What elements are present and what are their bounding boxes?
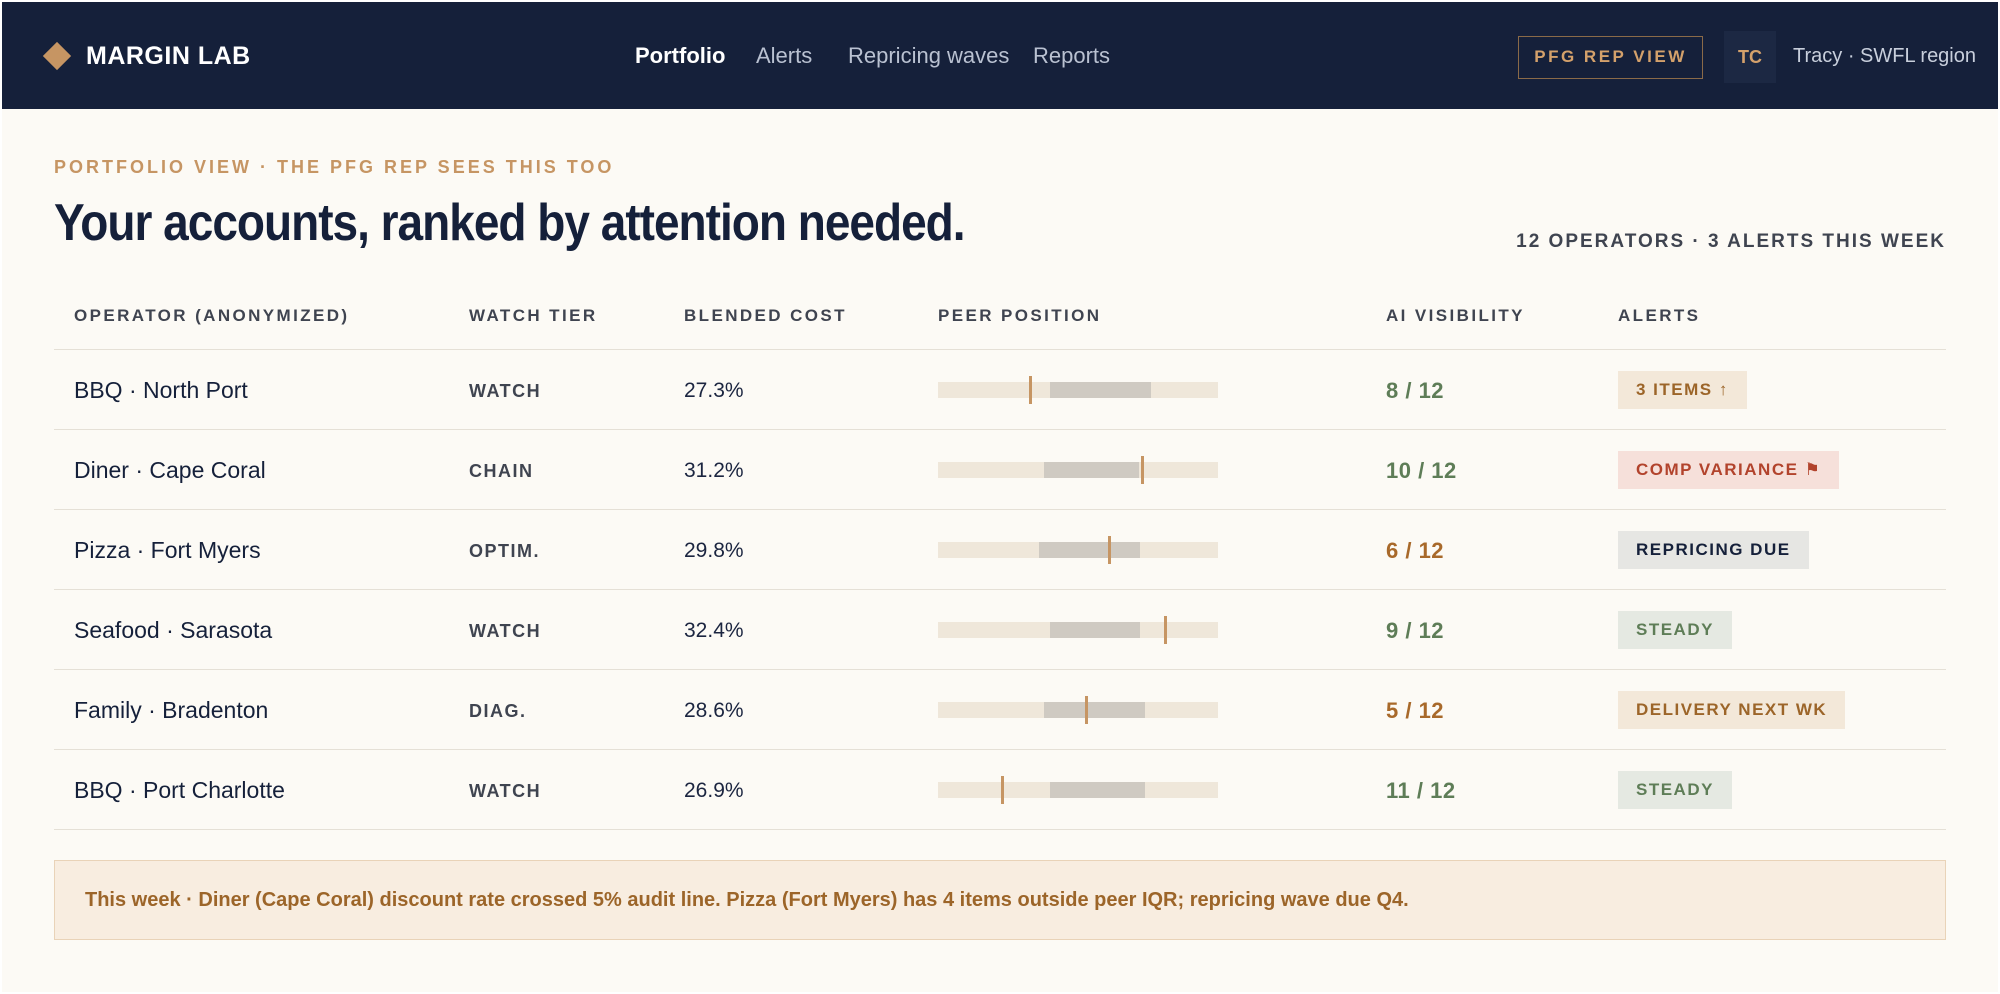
nav-repricing-waves[interactable]: Repricing waves: [848, 43, 1010, 68]
alert-badge[interactable]: DELIVERY NEXT WK: [1618, 691, 1846, 729]
nav-portfolio[interactable]: Portfolio: [635, 43, 726, 68]
peer-position-marker: [1164, 616, 1167, 644]
operator-name[interactable]: Pizza · Fort Myers: [74, 537, 261, 563]
alert-badge[interactable]: REPRICING DUE: [1618, 531, 1809, 569]
peer-position-marker: [1108, 536, 1111, 564]
peer-iqr-band: [1044, 462, 1139, 478]
ai-visibility-score: 11 / 12: [1386, 778, 1456, 803]
operator-name[interactable]: BBQ · Port Charlotte: [74, 777, 285, 803]
top-nav-bar: MARGIN LAB Portfolio Alerts Repricing wa…: [2, 2, 1998, 109]
peer-iqr-band: [1050, 382, 1151, 398]
peer-position-track: [938, 456, 1218, 484]
peer-position-marker: [1001, 776, 1004, 804]
blended-cost: 32.4%: [684, 619, 744, 642]
table-body: BBQ · North Port WATCH 27.3% 8 / 12 3 ITEMS …: [54, 350, 1946, 830]
peer-iqr-band: [1050, 782, 1145, 798]
blended-cost: 28.6%: [684, 699, 744, 722]
operator-name[interactable]: Family · Bradenton: [74, 697, 269, 723]
ai-visibility-score: 6 / 12: [1386, 538, 1445, 563]
peer-position-marker: [1029, 376, 1032, 404]
rep-view-button[interactable]: PFG REP VIEW: [1518, 36, 1703, 79]
peer-position-track: [938, 616, 1218, 644]
alert-badge[interactable]: 3 ITEMS ↑: [1618, 371, 1747, 409]
watch-tier: WATCH: [469, 621, 542, 641]
blended-cost: 27.3%: [684, 379, 744, 402]
header-watch-tier[interactable]: WATCH TIER: [469, 306, 598, 325]
peer-position-track: [938, 696, 1218, 724]
peer-iqr-band: [1039, 542, 1140, 558]
peer-iqr-band: [1044, 702, 1145, 718]
portfolio-summary: 12 OPERATORS · 3 ALERTS THIS WEEK: [1516, 231, 1946, 252]
table-header-row: OPERATOR (ANONYMIZED) WATCH TIER BLENDED…: [54, 282, 1946, 350]
app-logo-text[interactable]: MARGIN LAB: [86, 42, 251, 70]
avatar[interactable]: TC: [1724, 31, 1776, 83]
operator-name[interactable]: Seafood · Sarasota: [74, 617, 273, 643]
header-blended-cost[interactable]: BLENDED COST: [684, 306, 847, 325]
blended-cost: 31.2%: [684, 459, 744, 482]
alert-badge[interactable]: STEADY: [1618, 771, 1732, 809]
table-row[interactable]: Seafood · Sarasota WATCH 32.4% 9 / 12 STEADY: [54, 590, 1946, 670]
logo-diamond-icon: [42, 41, 72, 71]
banner-text: This week · Diner (Cape Coral) discount …: [85, 889, 1409, 911]
ai-visibility-score: 9 / 12: [1386, 618, 1445, 643]
peer-position-track: [938, 776, 1218, 804]
watch-tier: OPTIM.: [469, 541, 540, 561]
operator-name[interactable]: Diner · Cape Coral: [74, 457, 266, 483]
watch-tier: DIAG.: [469, 701, 527, 721]
header-alerts[interactable]: ALERTS: [1618, 306, 1701, 325]
page-title: Your accounts, ranked by attention neede…: [54, 193, 966, 252]
ai-visibility-score: 8 / 12: [1386, 378, 1445, 403]
watch-tier: WATCH: [469, 781, 542, 801]
blended-cost: 26.9%: [684, 779, 744, 802]
table-row[interactable]: BBQ · North Port WATCH 27.3% 8 / 12 3 ITEMS …: [54, 350, 1946, 430]
ai-visibility-score: 5 / 12: [1386, 698, 1445, 723]
peer-position-marker: [1141, 456, 1144, 484]
table-row[interactable]: BBQ · Port Charlotte WATCH 26.9% 11 / 12 STE…: [54, 750, 1946, 830]
peer-position-marker: [1085, 696, 1088, 724]
header-ai-visibility[interactable]: AI VISIBILITY: [1386, 306, 1525, 325]
alert-badge[interactable]: STEADY: [1618, 611, 1732, 649]
blended-cost: 29.8%: [684, 539, 744, 562]
table-row[interactable]: Diner · Cape Coral CHAIN 31.2% 10 / 12 COMP …: [54, 430, 1946, 510]
weekly-alert-banner: This week · Diner (Cape Coral) discount …: [54, 860, 1946, 940]
ai-visibility-score: 10 / 12: [1386, 458, 1457, 483]
header-operator[interactable]: OPERATOR (ANONYMIZED): [74, 306, 350, 325]
user-region-label: Tracy · SWFL region: [1793, 45, 1976, 67]
page-eyebrow: PORTFOLIO VIEW · THE PFG REP SEES THIS T…: [54, 157, 615, 177]
accounts-table: OPERATOR (ANONYMIZED) WATCH TIER BLENDED…: [54, 282, 1946, 830]
peer-position-track: [938, 376, 1218, 404]
peer-position-track: [938, 536, 1218, 564]
nav-reports[interactable]: Reports: [1033, 43, 1111, 68]
watch-tier: CHAIN: [469, 461, 534, 481]
table-row[interactable]: Pizza · Fort Myers OPTIM. 29.8% 6 / 12 REPRI…: [54, 510, 1946, 590]
peer-iqr-band: [1050, 622, 1140, 638]
header-peer-position[interactable]: PEER POSITION: [938, 306, 1102, 325]
nav-alerts[interactable]: Alerts: [756, 43, 813, 68]
operator-name[interactable]: BBQ · North Port: [74, 377, 248, 403]
watch-tier: WATCH: [469, 381, 542, 401]
alert-badge[interactable]: COMP VARIANCE ⚑: [1618, 451, 1840, 489]
table-row[interactable]: Family · Bradenton DIAG. 28.6% 5 / 12 DELIVE…: [54, 670, 1946, 750]
